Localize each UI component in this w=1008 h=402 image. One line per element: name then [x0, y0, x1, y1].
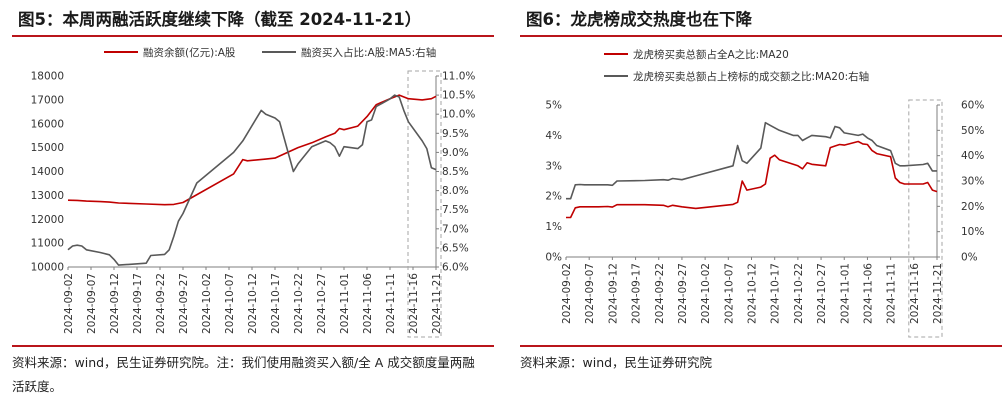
- x-tick-label: 2024-09-07: [86, 273, 98, 334]
- x-tick-label: 2024-11-01: [339, 273, 351, 334]
- series-line-2: [67, 94, 437, 266]
- y-left-tick-label: 18000: [31, 71, 64, 83]
- x-tick-label: 2024-11-21: [431, 273, 443, 334]
- source-rule: [520, 345, 1002, 347]
- x-tick-label: 2024-10-22: [793, 263, 805, 324]
- y-right-tick-label: 6.5%: [442, 242, 469, 254]
- x-tick-label: 2024-10-17: [770, 263, 782, 324]
- x-tick-label: 2024-11-01: [839, 263, 851, 324]
- x-tick-label: 2024-11-06: [862, 263, 874, 324]
- title-rule: [12, 35, 494, 37]
- x-tick-label: 2024-10-02: [201, 273, 213, 334]
- source-rule: [12, 345, 494, 347]
- y-right-tick-label: 8.0%: [442, 185, 469, 197]
- highlight-box: [908, 99, 943, 338]
- x-tick-label: 2024-09-02: [63, 273, 75, 334]
- legend-label: 融资买入占比:A股:MA5:右轴: [301, 46, 436, 59]
- y-left-tick-label: 11000: [31, 238, 64, 250]
- y-left-tick-label: 10000: [31, 262, 64, 274]
- x-tick-label: 2024-10-02: [700, 263, 712, 324]
- x-tick-label: 2024-10-27: [816, 263, 828, 324]
- y-right-tick-label: 9.0%: [442, 147, 469, 159]
- series-line-1: [67, 94, 437, 206]
- y-right-tick-label: 30%: [961, 176, 984, 188]
- series-line-2: [566, 121, 937, 200]
- x-tick-label: 2024-09-17: [132, 273, 144, 334]
- title-rule: [520, 35, 1002, 37]
- y-right-tick-label: 7.0%: [442, 223, 469, 235]
- y-left-tick-label: 1%: [545, 221, 562, 233]
- y-left-tick-label: 2%: [545, 191, 562, 203]
- legend-label: 龙虎榜买卖总额占全A之比:MA20: [633, 48, 789, 61]
- y-right-tick-label: 9.5%: [442, 128, 469, 140]
- y-right-tick-label: 60%: [961, 100, 984, 112]
- chart-panel-dragon-tiger: 图6：龙虎榜成交热度也在下降 0% 1% 2% 3% 4% 5% 0% 10% 20% 30% 40…: [508, 0, 1008, 402]
- x-tick-label: 2024-09-27: [677, 263, 689, 324]
- y-left-tick-label: 14000: [31, 166, 64, 178]
- y-right-tick-label: 40%: [961, 150, 984, 162]
- x-tick-label: 2024-09-12: [607, 263, 619, 324]
- x-tick-label: 2024-10-12: [747, 263, 759, 324]
- legend-label: 融资余额(亿元):A股: [143, 46, 236, 59]
- x-tick-label: 2024-09-02: [561, 263, 573, 324]
- y-left-tick-label: 15000: [31, 142, 64, 154]
- y-left-tick-label: 12000: [31, 214, 64, 226]
- y-left-tick-label: 17000: [31, 94, 64, 106]
- legend-label: 龙虎榜买卖总额占上榜标的成交额之比:MA20:右轴: [633, 70, 869, 83]
- y-right-tick-label: 11.0%: [442, 71, 475, 83]
- x-tick-label: 2024-09-07: [584, 263, 596, 324]
- x-tick-label: 2024-11-11: [385, 273, 397, 334]
- x-tick-label: 2024-11-16: [909, 263, 921, 324]
- x-tick-label: 2024-09-17: [631, 263, 643, 324]
- y-right-tick-label: 10.5%: [442, 90, 475, 102]
- chart-source: 资料来源：wind，民生证券研究院。注：我们使用融资买入额/全 A 成交额度量两…: [12, 355, 475, 394]
- y-right-tick-label: 50%: [961, 125, 984, 137]
- chart-plot: 10000 11000 12000 13000 14000 15000 16000 17000…: [31, 46, 475, 338]
- y-left-tick-label: 16000: [31, 118, 64, 130]
- y-right-tick-label: 7.5%: [442, 204, 469, 216]
- y-left-tick-label: 3%: [545, 160, 562, 172]
- chart-title: 图5：本周两融活跃度继续下降（截至 2024-11-21）: [18, 10, 422, 29]
- y-right-tick-label: 10.0%: [442, 109, 475, 121]
- y-right-tick-label: 20%: [961, 201, 984, 213]
- x-tick-label: 2024-10-07: [224, 273, 236, 334]
- x-tick-label: 2024-09-12: [109, 273, 121, 334]
- x-tick-label: 2024-10-17: [270, 273, 282, 334]
- series-line-1: [566, 140, 938, 219]
- y-right-tick-label: 0%: [961, 252, 978, 264]
- y-left-tick-label: 0%: [545, 252, 562, 264]
- chart-plot: 0% 1% 2% 3% 4% 5% 0% 10% 20% 30% 40% 50% 60% 2024-09-…: [545, 48, 984, 338]
- x-tick-label: 2024-10-07: [723, 263, 735, 324]
- y-right-tick-label: 8.5%: [442, 166, 469, 178]
- chart-title: 图6：龙虎榜成交热度也在下降: [526, 10, 752, 29]
- x-tick-label: 2024-09-27: [178, 273, 190, 334]
- x-tick-label: 2024-10-27: [316, 273, 328, 334]
- y-right-tick-label: 10%: [961, 226, 984, 238]
- x-tick-label: 2024-11-06: [362, 273, 374, 334]
- y-left-tick-label: 13000: [31, 190, 64, 202]
- y-left-tick-label: 4%: [545, 130, 562, 142]
- y-left-tick-label: 5%: [545, 100, 562, 112]
- highlight-box: [407, 70, 442, 338]
- chart-panel-margin-activity: 图5：本周两融活跃度继续下降（截至 2024-11-21） 10000 11000…: [0, 0, 500, 402]
- x-tick-label: 2024-10-12: [247, 273, 259, 334]
- x-tick-label: 2024-11-21: [932, 263, 944, 324]
- x-tick-label: 2024-11-16: [408, 273, 420, 334]
- x-tick-label: 2024-09-22: [654, 263, 666, 324]
- y-right-tick-label: 6.0%: [442, 262, 469, 274]
- x-tick-label: 2024-11-11: [886, 263, 898, 324]
- chart-source: 资料来源：wind，民生证券研究院: [520, 355, 713, 370]
- x-tick-label: 2024-10-22: [293, 273, 305, 334]
- x-tick-label: 2024-09-22: [155, 273, 167, 334]
